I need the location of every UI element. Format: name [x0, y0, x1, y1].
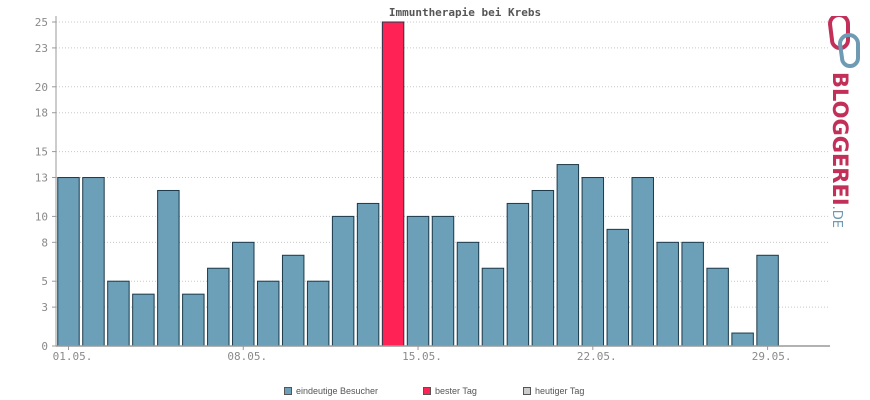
bar: [107, 280, 130, 347]
legend-label-today: heutiger Tag: [535, 386, 585, 396]
bar: [656, 241, 679, 347]
x-tick-label: 29.05.: [752, 350, 792, 363]
bloggerei-logo-text: BLOGGEREI.DE: [828, 72, 852, 228]
legend: eindeutige Besucher bester Tag heutiger …: [0, 386, 870, 400]
bars: [57, 21, 779, 347]
bar: [681, 241, 704, 347]
y-tick-labels: 0 3 5 8 10 13 15 18 20 23 25: [35, 16, 48, 353]
bar: [731, 332, 754, 347]
y-tick-label: 18: [35, 107, 48, 120]
y-tick-label: 10: [35, 210, 48, 223]
bar: [756, 254, 779, 347]
legend-item-best-day: bester Tag: [423, 386, 477, 396]
y-tick-label: 25: [35, 16, 48, 29]
bar: [306, 280, 330, 347]
y-tick-label: 0: [41, 340, 48, 353]
bar: [132, 293, 155, 347]
y-tick-label: 23: [35, 42, 48, 55]
bar: [281, 254, 305, 347]
y-tick-label: 3: [41, 301, 48, 314]
bar: [481, 267, 505, 347]
x-tick-label: 08.05.: [227, 350, 267, 363]
bloggerei-logo-icon: [827, 13, 860, 68]
bar: [157, 189, 180, 347]
bar: [456, 241, 480, 347]
logo-domain-suffix: .DE: [829, 205, 844, 228]
x-tick-label: 15.05.: [402, 350, 442, 363]
bar: [581, 177, 605, 347]
bar: [406, 215, 430, 347]
bar: [606, 228, 630, 347]
x-tick-labels: 01.05. 08.05. 15.05. 22.05. 29.05.: [53, 346, 792, 363]
legend-label-best-day: bester Tag: [435, 386, 477, 396]
y-tick-label: 8: [41, 236, 48, 249]
axes: [55, 16, 830, 347]
bar: [356, 202, 380, 347]
legend-item-today: heutiger Tag: [523, 386, 584, 396]
y-tick-label: 20: [35, 81, 48, 94]
bar: [706, 267, 729, 347]
bar: [57, 177, 80, 347]
bar: [331, 215, 355, 347]
bar: [506, 202, 530, 347]
bar-best-day: [381, 21, 405, 347]
bar: [531, 189, 555, 347]
x-tick-label: 01.05.: [53, 350, 93, 363]
legend-swatch-best-day: [423, 387, 431, 395]
bar: [556, 164, 580, 347]
bar: [256, 280, 280, 347]
chart-title: Immuntherapie bei Krebs: [389, 6, 541, 19]
bar: [631, 177, 654, 347]
bloggerei-logo: [812, 13, 868, 216]
logo-wordmark: BLOGGEREI: [828, 72, 852, 206]
legend-swatch-visitors: [284, 387, 292, 395]
bar: [82, 177, 105, 347]
bar: [431, 215, 455, 347]
y-tick-label: 13: [35, 172, 48, 185]
bar: [232, 241, 255, 347]
bar: [182, 293, 205, 347]
y-tick-label: 15: [35, 146, 48, 159]
bar: [207, 267, 230, 347]
x-tick-label: 22.05.: [577, 350, 617, 363]
y-tick-label: 5: [41, 275, 48, 288]
legend-label-visitors: eindeutige Besucher: [296, 386, 379, 396]
legend-swatch-today: [523, 387, 531, 395]
legend-item-visitors: eindeutige Besucher: [284, 386, 378, 396]
